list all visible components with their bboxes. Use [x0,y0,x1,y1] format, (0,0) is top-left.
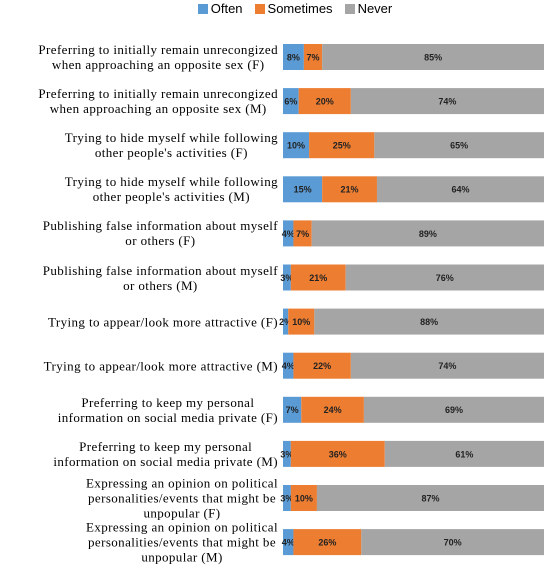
bar-segment [283,396,302,423]
category-label: Expressing an opinion on political perso… [86,519,278,565]
legend-swatch [197,3,208,14]
value-label: 10% [287,141,305,151]
value-label: 25% [333,141,351,151]
value-label: 3% [280,449,293,459]
bar-segment [283,88,299,115]
bar-segment [283,440,291,467]
value-label: 74% [438,96,456,106]
value-label: 21% [309,273,327,283]
value-label: 7% [286,405,299,415]
value-label: 26% [318,537,336,547]
value-label: 3% [280,273,293,283]
legend-label: Never [357,1,393,16]
bar-segment [290,264,346,291]
value-label: 7% [307,52,320,62]
value-label: 88% [420,317,438,327]
category-label: Trying to hide myself while following ot… [64,174,278,205]
value-label: 3% [280,493,293,503]
value-label: 2% [279,317,292,327]
value-label: 10% [295,493,313,503]
bar-segment [283,132,310,159]
category-label: Preferring to keep my personal informati… [53,438,278,469]
value-label: 36% [329,449,347,459]
value-label: 21% [341,185,359,195]
bar-segment [298,88,351,115]
bar-segment [314,308,544,335]
legend-swatch [344,3,355,14]
value-label: 8% [287,52,300,62]
category-label: Preferring to initially remain unrecongi… [38,42,278,72]
bar-segment [322,176,377,203]
legend-swatch [254,3,265,14]
bar-segment [283,485,291,511]
category-label: Publishing false information about mysel… [42,262,278,293]
value-label: 76% [436,273,454,283]
bar-segment [322,44,544,70]
value-label: 61% [455,449,473,459]
bar-segment [283,308,289,335]
value-label: 4% [282,361,295,371]
bar-segment [350,352,544,379]
category-label: Preferring to keep my personal informati… [57,394,278,425]
value-label: 64% [451,185,469,195]
value-label: 7% [296,229,309,239]
value-label: 24% [324,405,342,415]
value-label: 87% [421,493,439,503]
bar-segment [311,220,544,247]
category-label: Trying to hide myself while following ot… [64,130,278,161]
legend-item: Sometimes [254,1,333,16]
bar-segment [283,352,294,379]
legend-item: Often [197,1,243,16]
bar-segment [283,529,294,556]
bar-segment [293,220,312,247]
category-label: Trying to appear/look more attractive (M… [43,358,278,374]
bar-segment [290,440,385,467]
bar-segment [303,44,323,70]
value-label: 15% [294,185,312,195]
category-label: Publishing false information about mysel… [42,218,278,249]
bar-segment [293,352,351,379]
legend-label: Sometimes [267,1,333,16]
bar-segment [384,440,544,467]
bar-segment [288,308,315,335]
legend-item: Never [344,1,393,16]
value-label: 65% [450,141,468,151]
bar-segment [293,529,362,556]
bar-segment [363,396,544,423]
value-label: 85% [424,52,442,62]
legend: Often Sometimes Never [0,1,550,16]
bar-segment [361,529,544,556]
bar-segment [283,264,291,291]
value-label: 4% [282,229,295,239]
value-label: 22% [313,361,331,371]
bar-segment [374,132,544,159]
bar-segment [309,132,375,159]
bar-segment [376,176,544,203]
bar-segment [290,485,317,511]
value-label: 6% [284,96,297,106]
value-label: 69% [445,405,463,415]
value-label: 4% [282,537,295,547]
category-label: Preferring to initially remain unrecongi… [38,86,278,117]
value-label: 20% [316,96,334,106]
category-label: Trying to appear/look more attractive (F… [47,314,278,330]
bar-segment [283,220,294,247]
bar-segment [350,88,544,115]
bar-segment [301,396,364,423]
value-label: 74% [438,361,456,371]
value-label: 89% [419,229,437,239]
bar-segment [316,485,544,511]
legend-label: Often [210,1,243,16]
category-label: Expressing an opinion on political perso… [86,475,278,521]
bar-segment [283,44,304,70]
value-label: 10% [292,317,310,327]
value-label: 70% [444,537,462,547]
bar-segment [283,176,323,203]
bar-segment [345,264,544,291]
